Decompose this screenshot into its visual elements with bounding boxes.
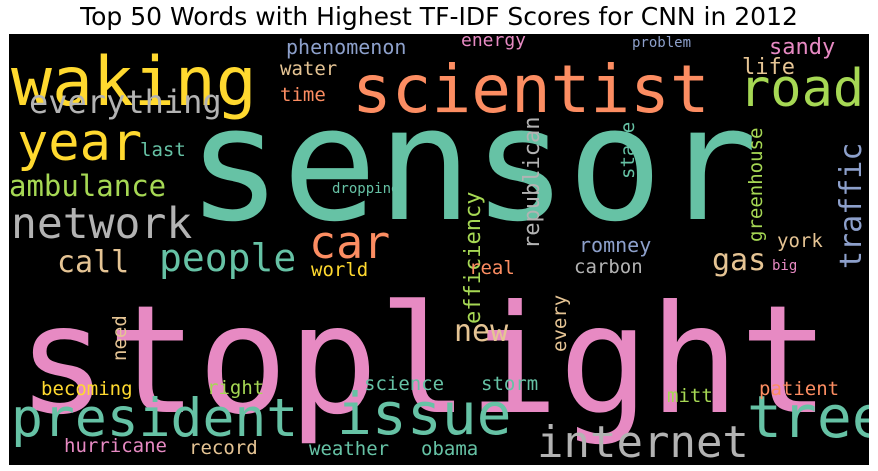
word-record: record: [189, 437, 258, 459]
word-mitt: mitt: [667, 385, 713, 407]
word-greenhouse: greenhouse: [745, 128, 767, 242]
word-patient: patient: [759, 378, 839, 400]
word-storm: storm: [481, 373, 538, 395]
word-road: road: [739, 59, 864, 119]
word-world: world: [311, 259, 368, 281]
word-issue: issue: [337, 380, 512, 448]
word-science: science: [364, 373, 444, 395]
word-car: car: [309, 216, 390, 269]
word-need: need: [109, 315, 131, 361]
word-york: york: [777, 230, 823, 252]
word-big: big: [772, 258, 797, 274]
word-sandy: sandy: [769, 35, 835, 60]
word-scientist: scientist: [352, 51, 710, 128]
word-carbon: carbon: [574, 256, 643, 278]
word-waking: waking: [11, 43, 257, 122]
word-water: water: [280, 58, 337, 80]
word-state: state: [617, 122, 639, 179]
word-year: year: [17, 113, 142, 173]
word-cloud: sensor stoplight scientist waking road issue p…: [9, 34, 869, 465]
word-life: life: [742, 55, 795, 80]
word-stoplight: stoplight: [17, 274, 830, 448]
word-right: right: [207, 377, 264, 399]
word-hurricane: hurricane: [64, 435, 167, 457]
word-romney: romney: [579, 233, 651, 257]
word-tree: tree: [747, 383, 869, 451]
word-becoming: becoming: [41, 378, 133, 400]
word-energy: energy: [461, 34, 526, 51]
word-phenomenon: phenomenon: [286, 35, 406, 59]
word-efficiency: efficiency: [461, 192, 486, 324]
word-sensor: sensor: [187, 73, 758, 257]
word-obama: obama: [421, 438, 478, 460]
word-everything: everything: [29, 83, 222, 121]
word-network: network: [11, 199, 192, 249]
word-last: last: [140, 139, 186, 161]
word-republican: republican: [520, 117, 545, 249]
word-internet: internet: [537, 417, 749, 465]
word-people: people: [159, 236, 296, 280]
word-time: time: [280, 84, 326, 106]
word-president: president: [11, 388, 298, 449]
word-problem: problem: [632, 35, 691, 51]
chart-title: Top 50 Words with Highest TF-IDF Scores …: [80, 2, 798, 31]
word-traffic: traffic: [834, 143, 869, 269]
word-real: real: [469, 257, 515, 279]
word-ambulance: ambulance: [9, 169, 166, 203]
word-call: call: [57, 245, 129, 280]
word-droppings: droppings: [332, 181, 408, 197]
word-new: new: [454, 314, 509, 349]
word-weather: weather: [309, 438, 389, 460]
word-gas: gas: [712, 243, 766, 278]
word-every: every: [549, 295, 571, 352]
